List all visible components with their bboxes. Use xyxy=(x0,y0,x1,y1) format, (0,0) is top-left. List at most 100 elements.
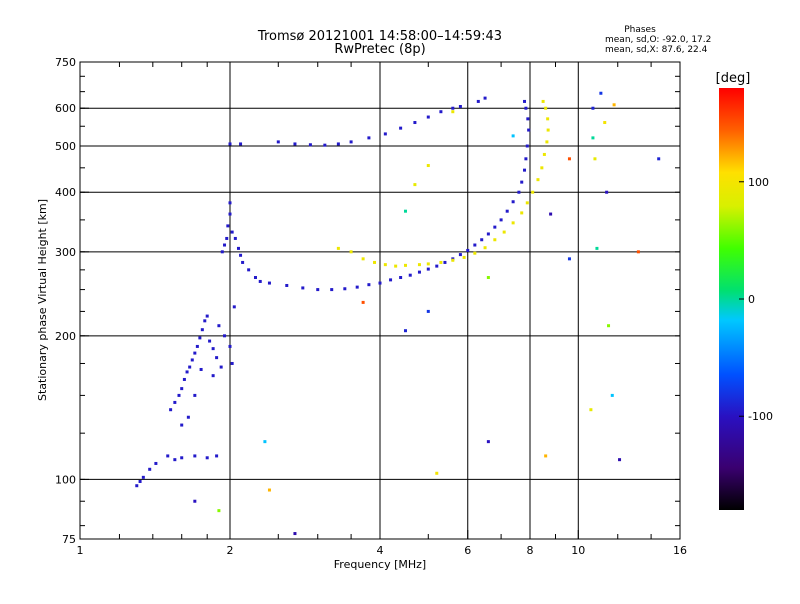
data-point xyxy=(330,288,334,292)
data-point xyxy=(520,211,524,215)
data-point xyxy=(180,387,184,391)
data-point xyxy=(524,157,528,161)
data-point xyxy=(544,454,548,458)
data-point xyxy=(173,458,177,462)
data-point xyxy=(378,281,382,285)
data-point xyxy=(476,99,480,103)
data-point xyxy=(389,278,393,282)
gridlines xyxy=(80,62,680,539)
data-point xyxy=(193,393,197,397)
data-point xyxy=(595,246,599,250)
data-point xyxy=(217,509,221,513)
data-point xyxy=(403,209,407,213)
data-point xyxy=(526,117,530,121)
data-point xyxy=(511,221,515,225)
data-point xyxy=(403,329,407,333)
data-point xyxy=(177,393,181,397)
data-point xyxy=(208,339,212,343)
data-point xyxy=(193,454,197,458)
data-point xyxy=(225,236,229,240)
data-point xyxy=(215,454,219,458)
data-point xyxy=(542,152,546,156)
data-point xyxy=(567,157,571,161)
data-point xyxy=(618,458,622,462)
data-point xyxy=(517,190,521,194)
data-point xyxy=(182,377,186,381)
data-point xyxy=(567,257,571,261)
data-point xyxy=(426,267,430,271)
data-point xyxy=(138,479,142,483)
data-point xyxy=(443,260,447,264)
data-point xyxy=(610,393,614,397)
data-point xyxy=(451,110,455,114)
data-point xyxy=(228,201,232,205)
data-point xyxy=(426,115,430,119)
data-point xyxy=(276,140,280,144)
data-point xyxy=(505,209,509,213)
data-point xyxy=(451,258,455,262)
data-point xyxy=(223,334,227,338)
data-point xyxy=(199,367,203,371)
data-point xyxy=(373,260,377,264)
data-point xyxy=(343,287,347,291)
data-point xyxy=(486,276,490,280)
colorbar-tick-label: 100 xyxy=(748,176,769,189)
x-tick-label: 6 xyxy=(464,544,471,557)
data-point xyxy=(308,143,312,147)
data-point xyxy=(323,143,327,147)
data-point xyxy=(367,136,371,140)
data-point xyxy=(228,142,232,146)
data-point xyxy=(417,263,421,267)
data-point xyxy=(336,246,340,250)
data-point xyxy=(531,190,535,194)
data-point xyxy=(190,358,194,362)
x-tick-label: 2 xyxy=(227,544,234,557)
data-point xyxy=(473,251,477,255)
data-point xyxy=(232,305,236,309)
colorbar-label: [deg] xyxy=(716,71,751,86)
data-point xyxy=(403,263,407,267)
data-point xyxy=(511,200,515,204)
data-point xyxy=(525,144,529,148)
data-point xyxy=(154,461,158,465)
data-point xyxy=(253,276,257,280)
data-point xyxy=(188,365,192,369)
data-point xyxy=(166,454,170,458)
data-point xyxy=(546,117,550,121)
data-point xyxy=(545,140,549,144)
data-point xyxy=(195,344,199,348)
data-point xyxy=(499,218,503,222)
data-point xyxy=(169,408,173,412)
data-point xyxy=(511,134,515,138)
data-point xyxy=(493,225,497,229)
data-point xyxy=(180,456,184,460)
y-tick-label: 75 xyxy=(62,533,76,546)
data-point xyxy=(383,132,387,136)
data-point xyxy=(211,374,215,378)
phase-stats-x: mean, sd,X: 87.6, 22.4 xyxy=(605,45,708,55)
data-point xyxy=(408,273,412,277)
colorbar-tick-label: -100 xyxy=(748,410,773,423)
data-point xyxy=(285,283,289,287)
data-point xyxy=(361,257,365,261)
data-point xyxy=(301,286,305,290)
chart-subtitle: RwPretec (8p) xyxy=(334,42,425,57)
data-point xyxy=(239,253,243,257)
data-point xyxy=(215,356,219,360)
x-tick-label: 8 xyxy=(527,544,534,557)
data-point xyxy=(200,328,204,332)
data-point xyxy=(230,361,234,365)
data-point xyxy=(417,270,421,274)
data-point xyxy=(228,344,232,348)
data-point xyxy=(205,314,209,318)
data-point xyxy=(361,300,365,304)
data-point xyxy=(180,423,184,427)
data-point xyxy=(599,91,603,95)
data-point xyxy=(525,201,529,205)
data-point xyxy=(486,440,490,444)
phase-stats-o: mean, sd,O: -92.0, 17.2 xyxy=(605,35,711,45)
data-point xyxy=(383,263,387,267)
data-point xyxy=(173,400,177,404)
y-tick-label: 100 xyxy=(55,473,76,486)
